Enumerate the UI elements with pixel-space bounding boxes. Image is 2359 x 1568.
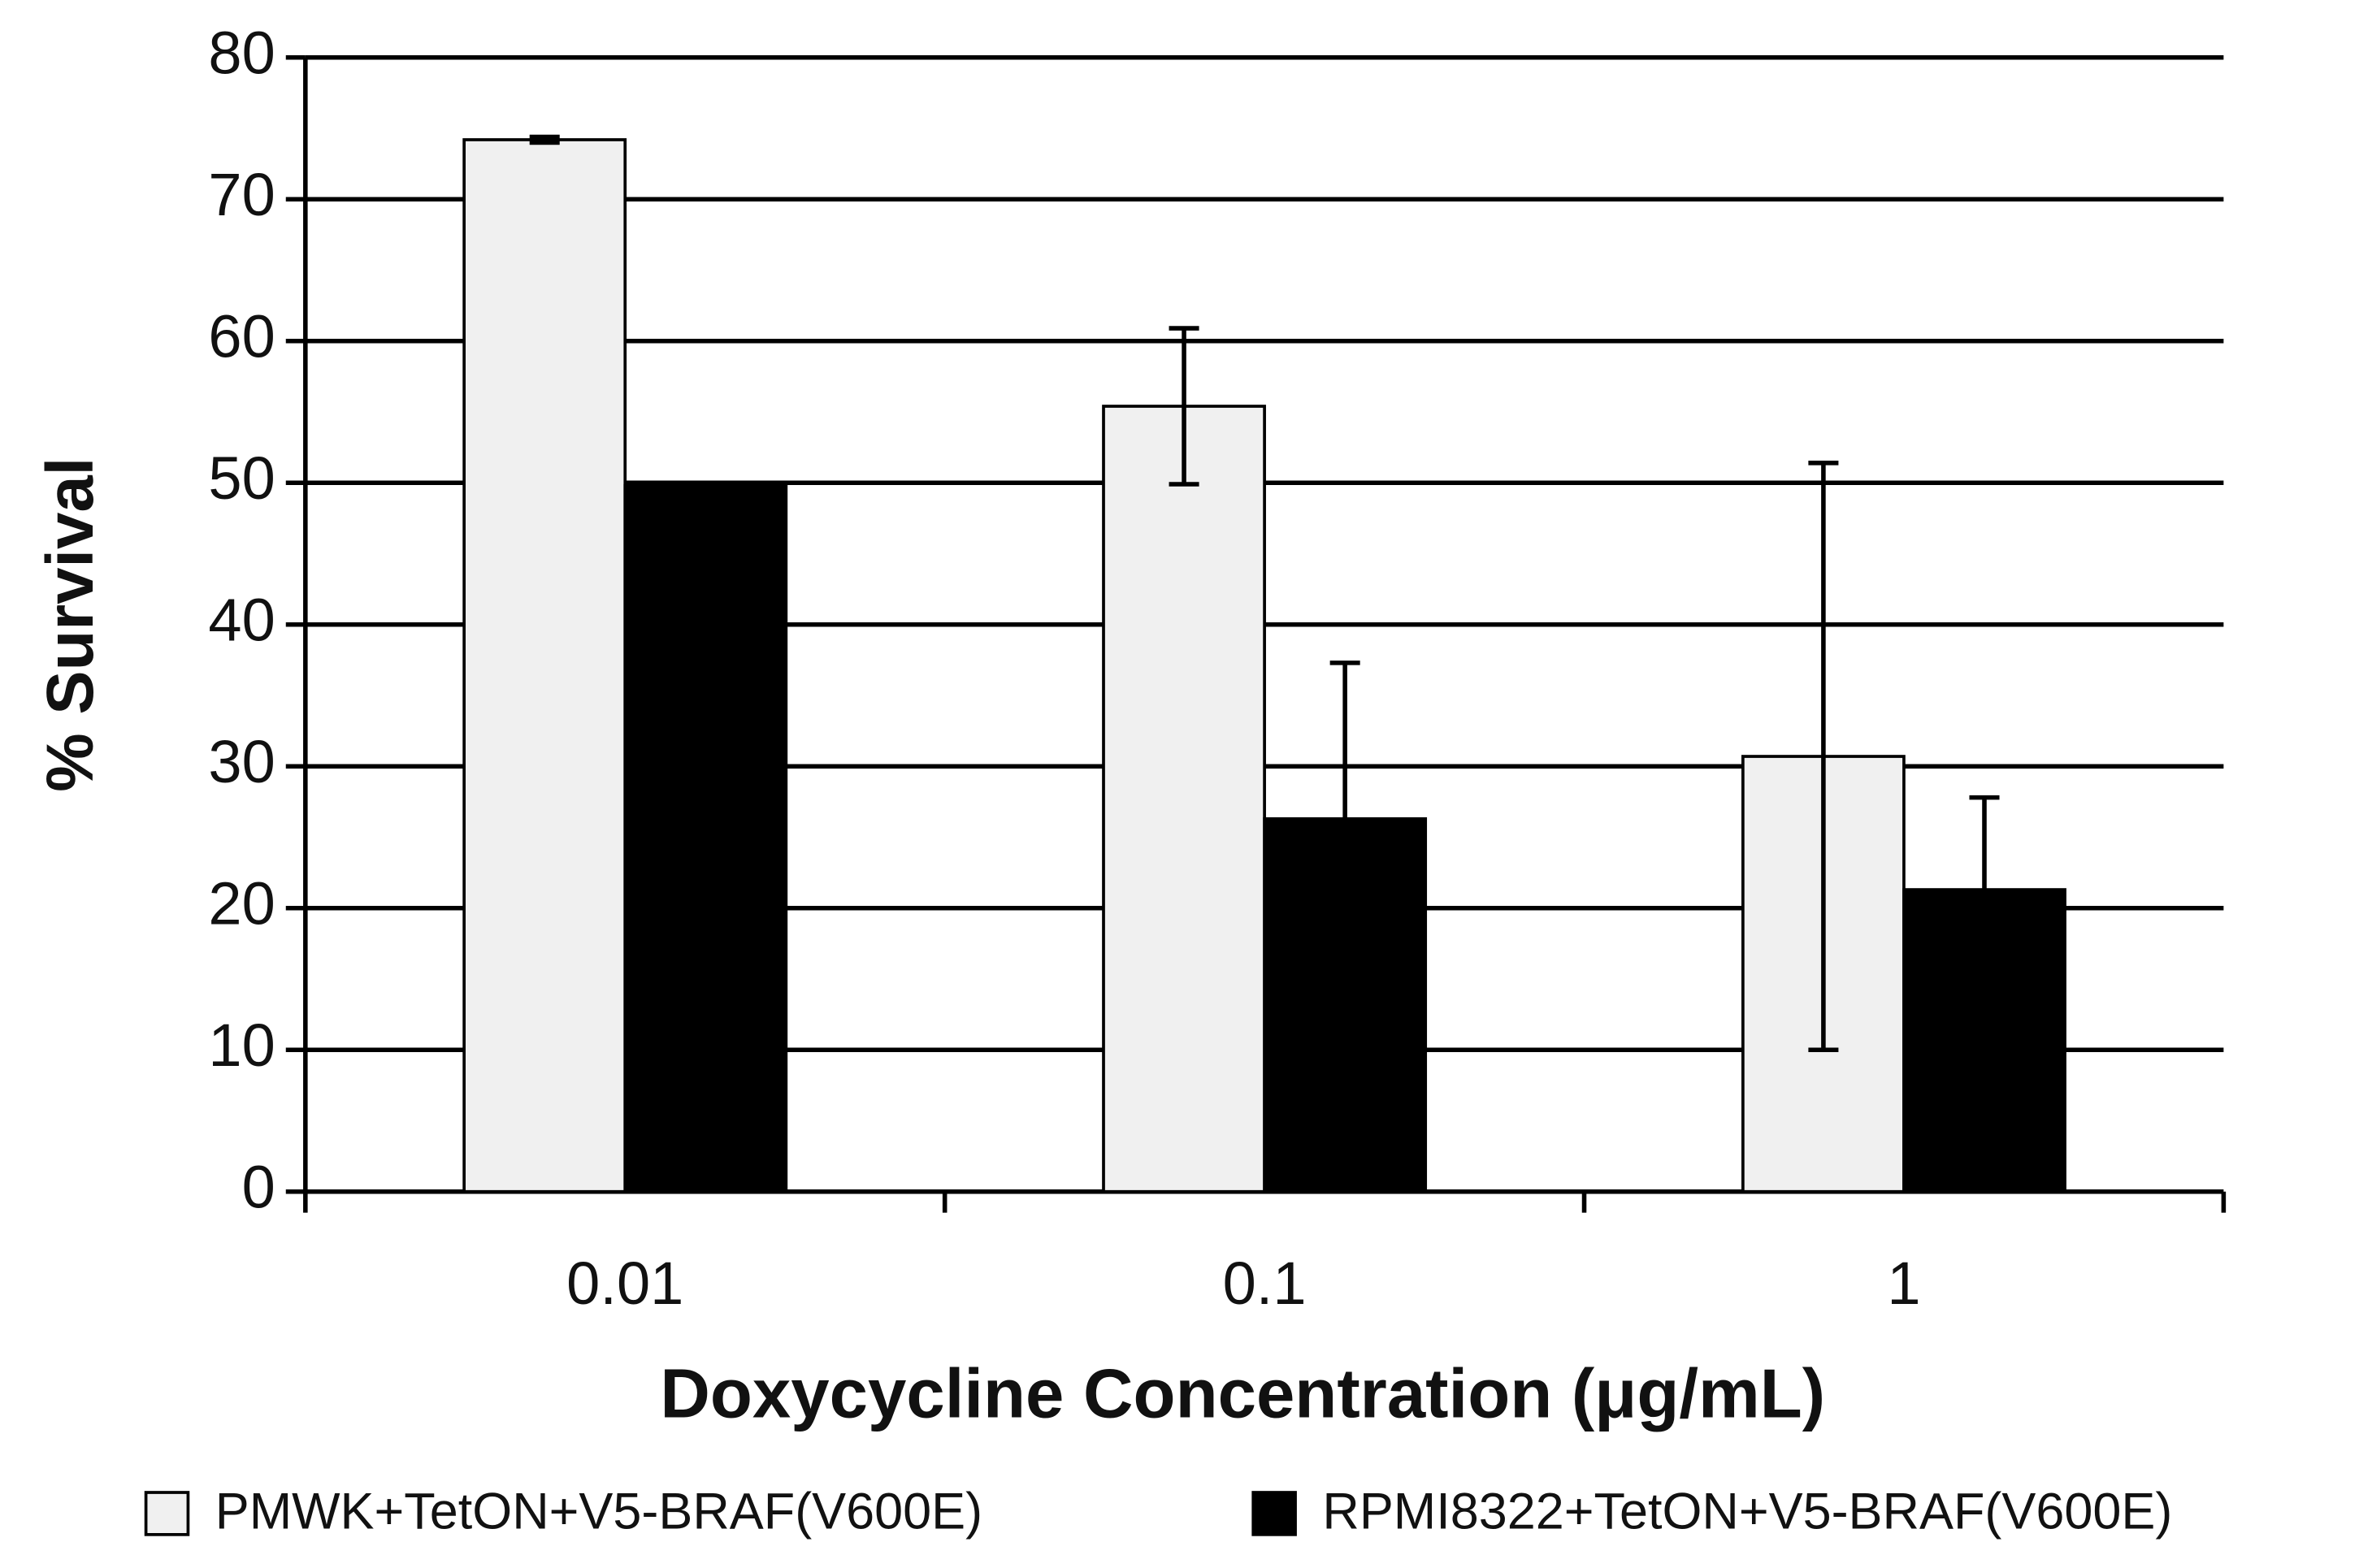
y-tick-label: 10 (208, 1011, 275, 1079)
x-axis-label: Doxycycline Concentration (μg/mL) (660, 1356, 1825, 1433)
legend-swatch (144, 1491, 190, 1536)
y-tick-label: 50 (208, 444, 275, 512)
y-tick-label: 80 (208, 19, 275, 86)
y-tick-label: 30 (208, 728, 275, 795)
bar (623, 483, 788, 1193)
y-axis-label: % Survival (33, 457, 107, 792)
y-tick-label: 60 (208, 302, 275, 370)
x-tick-label: 0.1 (1223, 1250, 1307, 1317)
legend-swatch (1251, 1491, 1297, 1536)
y-tick-label: 40 (208, 586, 275, 653)
x-tick-label: 1 (1887, 1250, 1920, 1317)
y-tick-label: 0 (242, 1153, 275, 1220)
bar (1102, 405, 1266, 1193)
legend-label: RPMI8322+TetON+V5-BRAF(V600E) (1322, 1483, 2172, 1540)
y-tick-label: 20 (208, 869, 275, 937)
x-tick-label: 0.01 (566, 1250, 683, 1317)
legend-label: PMWK+TetON+V5-BRAF(V600E) (215, 1483, 982, 1540)
y-tick-label: 70 (208, 161, 275, 228)
bar (462, 138, 627, 1193)
